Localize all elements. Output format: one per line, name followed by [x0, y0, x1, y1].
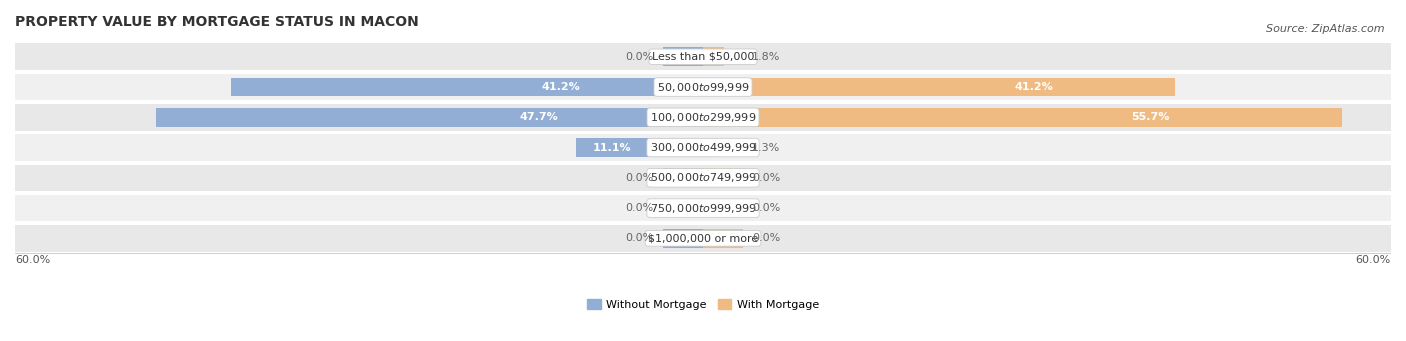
Text: Source: ZipAtlas.com: Source: ZipAtlas.com — [1267, 24, 1385, 34]
Text: 0.0%: 0.0% — [752, 173, 780, 183]
Text: $300,000 to $499,999: $300,000 to $499,999 — [650, 141, 756, 154]
Bar — [662, 168, 703, 187]
Bar — [15, 134, 1391, 161]
Text: 0.0%: 0.0% — [626, 52, 654, 62]
Bar — [15, 195, 1391, 221]
Bar — [575, 138, 703, 157]
Text: $50,000 to $99,999: $50,000 to $99,999 — [657, 80, 749, 93]
Bar — [15, 225, 1391, 252]
Bar — [662, 229, 703, 248]
Text: 0.0%: 0.0% — [752, 233, 780, 243]
Text: 1.8%: 1.8% — [752, 52, 780, 62]
Text: PROPERTY VALUE BY MORTGAGE STATUS IN MACON: PROPERTY VALUE BY MORTGAGE STATUS IN MAC… — [15, 15, 419, 29]
Bar — [703, 78, 1175, 97]
Bar — [156, 108, 703, 127]
Text: 0.0%: 0.0% — [626, 233, 654, 243]
Bar — [662, 199, 703, 218]
Text: $500,000 to $749,999: $500,000 to $749,999 — [650, 171, 756, 184]
Bar — [15, 164, 1391, 191]
Bar — [703, 229, 744, 248]
Text: 0.0%: 0.0% — [626, 173, 654, 183]
Text: 55.7%: 55.7% — [1130, 112, 1170, 122]
Legend: Without Mortgage, With Mortgage: Without Mortgage, With Mortgage — [582, 295, 824, 314]
Text: 47.7%: 47.7% — [520, 112, 558, 122]
Text: 41.2%: 41.2% — [1014, 82, 1053, 92]
Bar — [15, 74, 1391, 100]
Text: 60.0%: 60.0% — [15, 255, 51, 265]
Bar — [703, 138, 718, 157]
Bar — [703, 47, 724, 66]
Bar — [703, 168, 744, 187]
Text: 11.1%: 11.1% — [593, 143, 631, 152]
Bar — [15, 104, 1391, 131]
Text: 0.0%: 0.0% — [752, 203, 780, 213]
Bar — [15, 43, 1391, 70]
Bar — [662, 47, 703, 66]
Text: 60.0%: 60.0% — [1355, 255, 1391, 265]
Bar — [703, 199, 744, 218]
Text: 41.2%: 41.2% — [541, 82, 581, 92]
Text: Less than $50,000: Less than $50,000 — [652, 52, 754, 62]
Text: 0.0%: 0.0% — [626, 203, 654, 213]
Bar — [231, 78, 703, 97]
Text: $750,000 to $999,999: $750,000 to $999,999 — [650, 202, 756, 214]
Text: $1,000,000 or more: $1,000,000 or more — [648, 233, 758, 243]
Bar — [703, 108, 1341, 127]
Text: 1.3%: 1.3% — [752, 143, 780, 152]
Text: $100,000 to $299,999: $100,000 to $299,999 — [650, 111, 756, 124]
